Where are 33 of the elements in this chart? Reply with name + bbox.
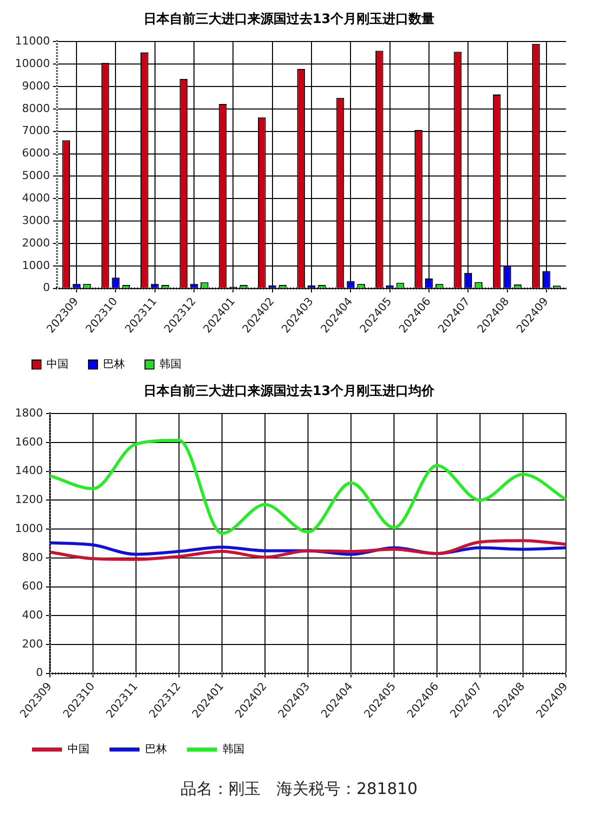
y-tick-label: 200 — [22, 637, 43, 650]
y-tick-label: 8000 — [22, 102, 50, 115]
y-tick-label: 11000 — [14, 34, 50, 48]
legend-label: 巴林 — [145, 742, 167, 756]
y-tick-label: 1800 — [14, 406, 43, 420]
y-tick-label: 400 — [22, 608, 43, 622]
chart-title: 日本自前三大进口来源国过去13个月刚玉进口均价 — [143, 384, 436, 400]
y-tick-label: 4000 — [22, 191, 50, 204]
legend-label: 巴林 — [103, 357, 125, 370]
y-tick-label: 5000 — [22, 169, 50, 182]
y-tick-label: 3000 — [22, 214, 50, 227]
legend-label: 韩国 — [222, 742, 244, 756]
legend-label: 韩国 — [160, 357, 182, 370]
chart-title: 日本自前三大进口来源国过去13个月刚玉进口数量 — [143, 12, 435, 28]
y-tick-label: 10000 — [14, 56, 50, 70]
y-tick-label: 1000 — [14, 522, 43, 535]
line-series — [48, 438, 568, 535]
y-tick-label: 1200 — [14, 493, 43, 506]
y-tick-label: 0 — [42, 281, 50, 294]
y-tick-label: 6000 — [22, 146, 50, 160]
y-tick-label: 9000 — [22, 79, 50, 92]
legend-label: 中国 — [46, 357, 68, 370]
y-tick-label: 600 — [22, 580, 43, 593]
y-tick-label: 1600 — [14, 435, 43, 448]
y-tick-label: 2000 — [22, 236, 50, 250]
y-tick-label: 800 — [22, 550, 43, 564]
text: 品名：刚玉 海关税号：281810 — [179, 779, 419, 800]
y-tick-label: 1400 — [14, 464, 43, 478]
y-tick-label: 7000 — [22, 124, 50, 138]
legend-label: 中国 — [68, 742, 90, 756]
y-tick-label: 1000 — [22, 258, 50, 272]
line-series — [48, 539, 568, 561]
y-tick-label: 0 — [36, 666, 43, 680]
